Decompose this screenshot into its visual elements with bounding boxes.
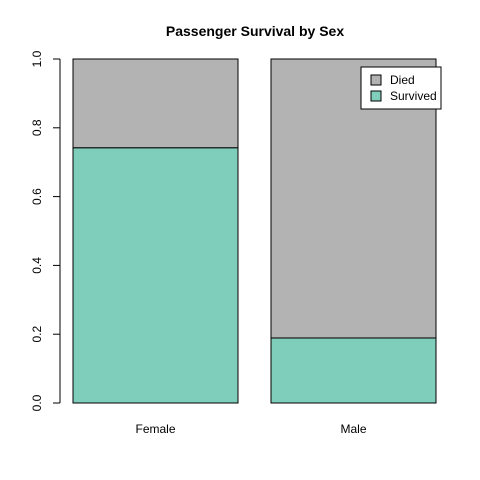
bars-group [72, 58, 437, 404]
bar-female-survived [72, 147, 239, 404]
legend-swatch-survived [370, 90, 382, 102]
bar-female-died [72, 58, 239, 149]
x-tick-label-male: Male [340, 422, 366, 436]
y-tick-label: 1.0 [30, 50, 44, 67]
chart-title: Passenger Survival by Sex [166, 23, 344, 39]
y-axis: 0.0 0.2 0.4 0.6 0.8 1.0 [30, 50, 61, 411]
y-tick-label: 0.2 [30, 326, 44, 343]
y-tick-label: 0.4 [30, 257, 44, 274]
legend-label-died: Died [390, 73, 415, 87]
y-tick-label: 0.0 [30, 394, 44, 411]
x-tick-label-female: Female [135, 422, 175, 436]
y-tick-label: 0.8 [30, 119, 44, 136]
legend-swatch-died [370, 74, 382, 86]
y-tick-label: 0.6 [30, 188, 44, 205]
x-axis-labels: Female Male [135, 422, 366, 436]
legend: Died Survived [360, 66, 442, 110]
legend-label-survived: Survived [390, 89, 437, 103]
bar-male-survived [270, 337, 437, 404]
legend-box [360, 66, 442, 110]
